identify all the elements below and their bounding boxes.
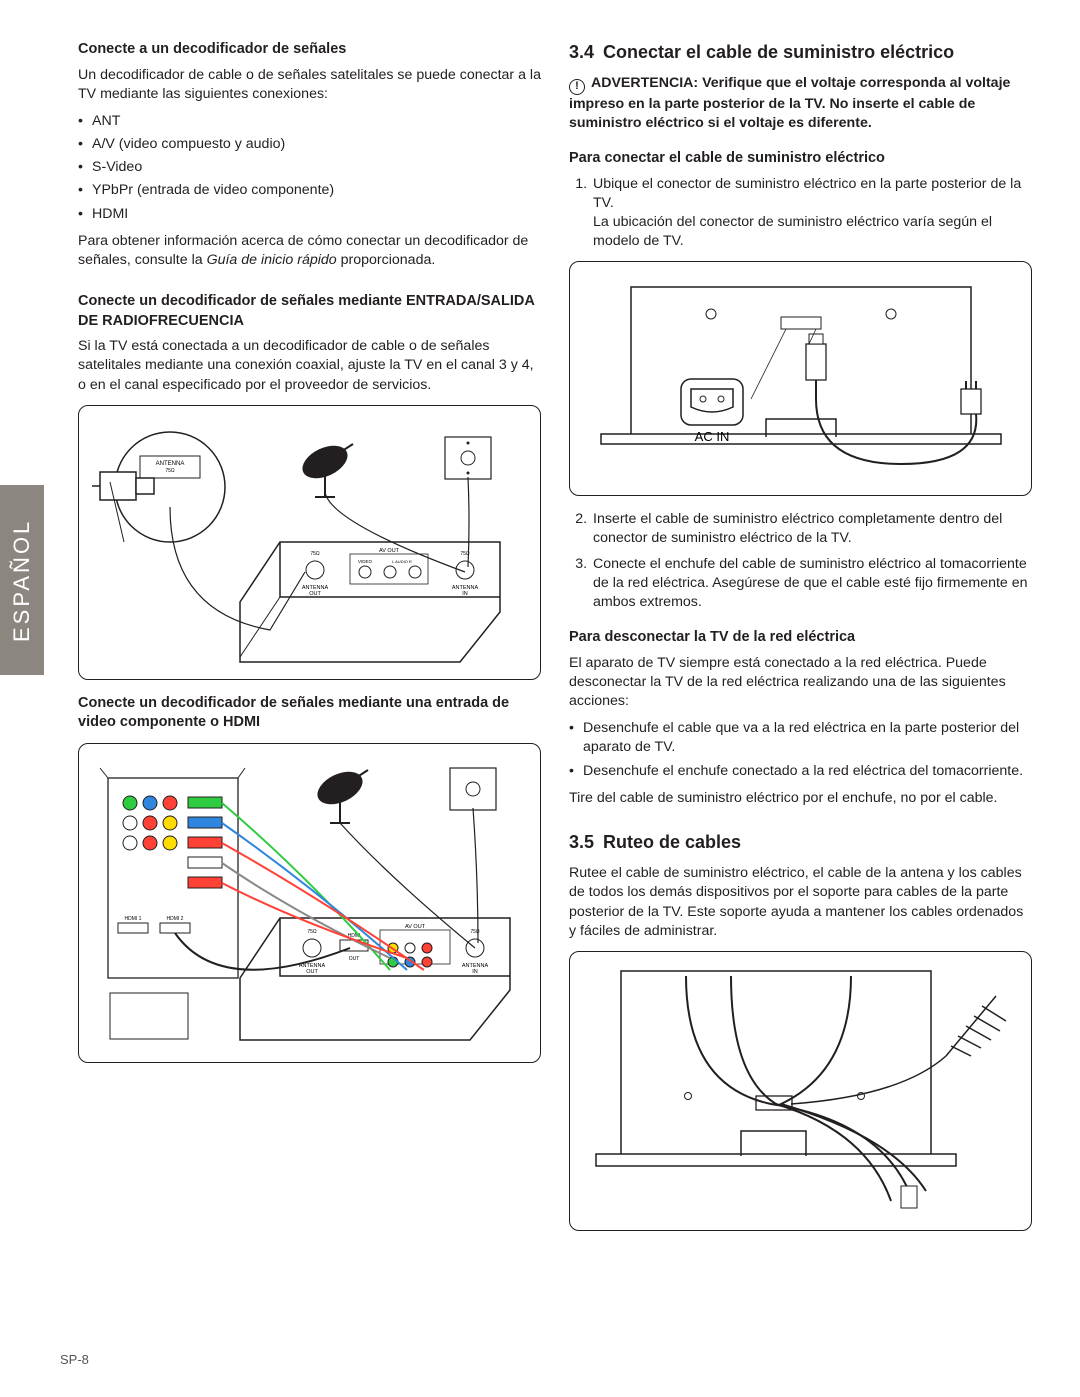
left-p1: Un decodificador de cable o de señales s…	[78, 66, 541, 104]
diagram-component-hdmi: HDMI 1 HDMI 2	[78, 743, 541, 1063]
list-item: Desenchufe el enchufe conectado a la red…	[583, 762, 1032, 781]
list-item: Ubique el conector de suministro eléctri…	[591, 175, 1032, 252]
svg-text:AC IN: AC IN	[694, 429, 729, 444]
list-item: ANT	[92, 112, 541, 131]
diagram-rf-connection: ANTENNA 75Ω	[78, 405, 541, 680]
left-heading-3: Conecte un decodificador de señales medi…	[78, 694, 541, 733]
section-3-5-heading: 3.5Ruteo de cables	[569, 830, 1032, 854]
svg-text:75Ω: 75Ω	[165, 468, 175, 474]
list-item: Conecte el enchufe del cable de suminist…	[591, 555, 1032, 613]
diagram-cable-routing	[569, 951, 1032, 1231]
svg-text:VIDEO: VIDEO	[357, 559, 372, 564]
svg-text:AV OUT: AV OUT	[404, 924, 425, 930]
pull-plug-note: Tire del cable de suministro eléctrico p…	[569, 789, 1032, 808]
left-column: Conecte a un decodificador de señales Un…	[78, 40, 541, 1245]
warning-paragraph: ! ADVERTENCIA: Verifique que el voltaje …	[569, 74, 1032, 133]
list-item: HDMI	[92, 205, 541, 224]
svg-text:IN: IN	[472, 969, 478, 975]
connect-steps: Ubique el conector de suministro eléctri…	[569, 175, 1032, 252]
list-item: Inserte el cable de suministro eléctrico…	[591, 510, 1032, 548]
diagram-ac-in: AC IN	[569, 261, 1032, 496]
svg-text:L AUDIO R: L AUDIO R	[392, 559, 412, 564]
list-item: Desenchufe el cable que va a la red eléc…	[583, 719, 1032, 757]
section-3-4-heading: 3.4Conectar el cable de suministro eléct…	[569, 40, 1032, 64]
left-p2: Para obtener información acerca de cómo …	[78, 232, 541, 270]
svg-text:OUT: OUT	[306, 969, 318, 975]
disconnect-list: Desenchufe el cable que va a la red eléc…	[569, 719, 1032, 781]
svg-text:ANTENNA: ANTENNA	[155, 461, 184, 467]
right-column: 3.4Conectar el cable de suministro eléct…	[569, 40, 1032, 1245]
connect-power-heading: Para conectar el cable de suministro elé…	[569, 149, 1032, 169]
connect-steps-cont: Inserte el cable de suministro eléctrico…	[569, 510, 1032, 612]
svg-text:75Ω: 75Ω	[310, 551, 320, 557]
left-heading-1: Conecte a un decodificador de señales	[78, 40, 541, 60]
disconnect-heading: Para desconectar la TV de la red eléctri…	[569, 628, 1032, 648]
route-p: Rutee el cable de suministro eléctrico, …	[569, 864, 1032, 941]
list-item: A/V (video compuesto y audio)	[92, 135, 541, 154]
svg-text:HDMI 1: HDMI 1	[124, 916, 141, 922]
svg-text:HDMI 2: HDMI 2	[166, 916, 183, 922]
svg-text:75Ω: 75Ω	[307, 929, 317, 935]
svg-text:OUT: OUT	[309, 591, 321, 597]
left-heading-2: Conecte un decodificador de señales medi…	[78, 292, 541, 331]
disconnect-p: El aparato de TV siempre está conectado …	[569, 654, 1032, 712]
connection-list: ANT A/V (video compuesto y audio) S-Vide…	[78, 112, 541, 224]
language-tab: ESPAÑOL	[0, 485, 44, 675]
page-number: SP-8	[60, 1351, 89, 1369]
svg-text:OUT: OUT	[348, 956, 359, 962]
left-p3: Si la TV está conectada a un decodificad…	[78, 337, 541, 395]
page-columns: Conecte a un decodificador de señales Un…	[78, 40, 1032, 1245]
list-item: YPbPr (entrada de video componente)	[92, 181, 541, 200]
svg-text:AV OUT: AV OUT	[378, 548, 399, 554]
svg-text:IN: IN	[462, 591, 468, 597]
warning-icon: !	[569, 79, 585, 95]
list-item: S-Video	[92, 158, 541, 177]
